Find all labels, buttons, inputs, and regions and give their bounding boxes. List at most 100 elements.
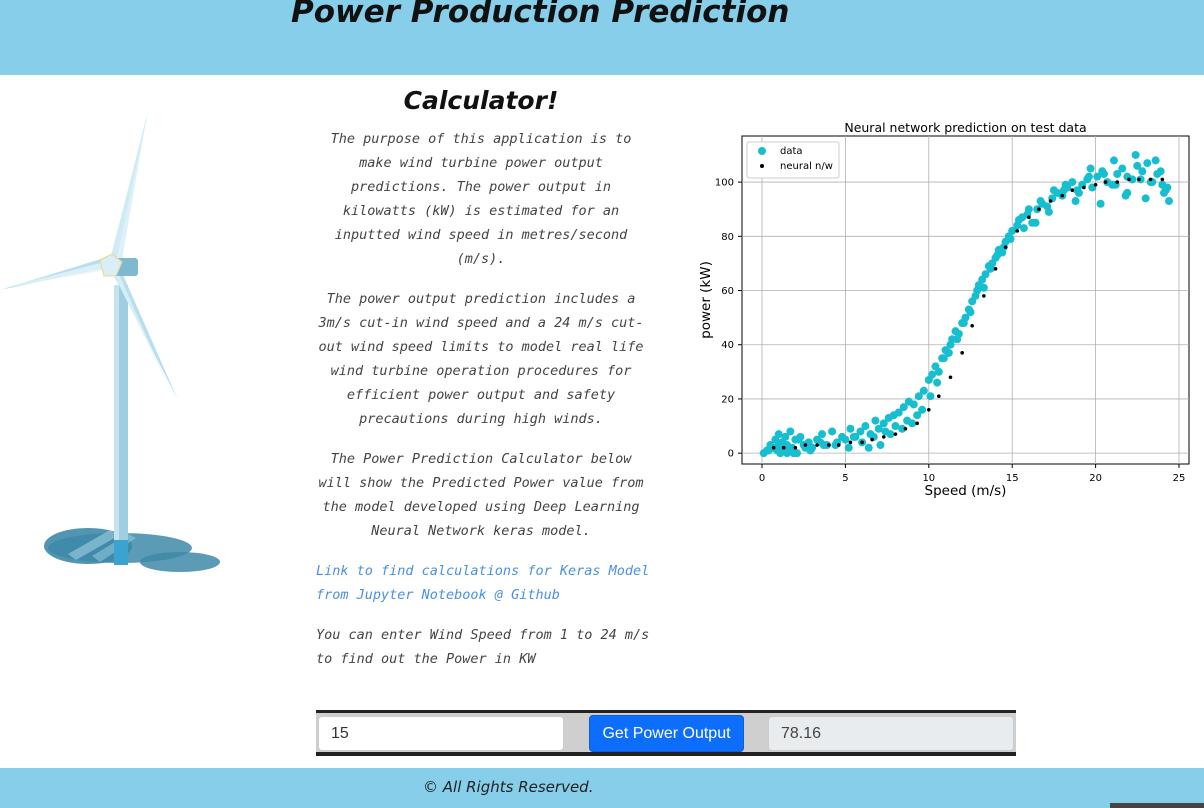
calculator-description-paragraph: The Power Prediction Calculator below wi… <box>318 451 644 539</box>
data-point <box>909 400 918 409</box>
prediction-point <box>1103 180 1108 184</box>
window-corner-edge <box>1110 803 1204 808</box>
data-point <box>864 443 873 452</box>
prediction-point <box>1037 207 1041 211</box>
data-point <box>1006 235 1015 244</box>
calculator-bar: Get Power Output <box>316 710 1016 756</box>
data-point <box>926 392 935 401</box>
data-point <box>1074 188 1083 197</box>
page-title: Power Production Prediction <box>291 0 790 30</box>
data-point <box>1143 159 1152 168</box>
data-point <box>818 430 827 439</box>
data-point <box>1156 167 1165 176</box>
data-point <box>1123 188 1132 197</box>
chart-x-tick-label: 25 <box>1173 473 1186 484</box>
data-point <box>1024 205 1033 214</box>
data-point <box>919 386 928 395</box>
data-point <box>973 286 982 295</box>
data-point <box>914 392 923 401</box>
prediction-point <box>915 421 919 426</box>
prediction-point <box>903 426 908 431</box>
data-point <box>831 441 840 450</box>
header-bar: Power Production Prediction <box>0 0 1204 75</box>
chart-x-tick-label: 15 <box>1006 473 1019 484</box>
data-point <box>849 432 858 441</box>
data-point <box>966 308 975 317</box>
prediction-point <box>1027 215 1031 220</box>
prediction-point <box>1137 177 1141 182</box>
data-point <box>1049 186 1058 195</box>
prediction-point <box>870 437 874 442</box>
data-point <box>781 432 790 441</box>
data-point <box>841 435 850 444</box>
prediction-point <box>781 445 786 450</box>
data-point <box>1164 197 1173 206</box>
data-point <box>986 264 995 273</box>
chart-plot-area <box>741 135 1190 465</box>
data-point <box>993 251 1002 260</box>
data-point <box>828 427 837 436</box>
data-point <box>844 443 853 452</box>
data-point <box>774 430 783 439</box>
prediction-point <box>1003 245 1008 249</box>
chart-ticks: 0 5 10 15 20 25 0 20 40 60 80 100 <box>715 178 1185 484</box>
chart-y-tick-label: 80 <box>721 232 734 243</box>
legend-label-neural: neural n/w <box>780 161 833 172</box>
data-point <box>944 348 953 357</box>
data-point <box>953 335 962 344</box>
chart-x-tick-label: 20 <box>1089 473 1102 484</box>
data-point <box>1096 199 1105 208</box>
data-point <box>981 270 990 279</box>
chart-x-tick-label: 0 <box>759 473 765 484</box>
data-point <box>874 424 883 433</box>
prediction-point <box>836 443 841 447</box>
data-point <box>1044 207 1053 216</box>
prediction-point <box>982 294 986 298</box>
data-point <box>899 403 908 412</box>
data-point <box>1093 172 1102 181</box>
prediction-point <box>1093 182 1098 187</box>
data-point <box>1138 167 1147 176</box>
data-point <box>1031 218 1040 227</box>
data-point <box>1084 172 1093 181</box>
chart-y-tick-label: 60 <box>721 286 734 297</box>
data-point <box>879 419 888 428</box>
data-point <box>1151 156 1160 165</box>
data-point <box>786 427 795 436</box>
data-point <box>789 449 798 458</box>
prediction-point <box>1115 180 1120 184</box>
data-point <box>1059 186 1068 195</box>
chart-legend: data neural n/w <box>746 141 840 179</box>
data-point <box>934 367 943 376</box>
data-point <box>1159 188 1168 197</box>
chart-y-tick-label: 40 <box>721 340 734 351</box>
github-notebook-link[interactable]: Link to find calculations for Keras Mode… <box>316 563 650 603</box>
data-point <box>908 419 917 428</box>
footer-bar: © All Rights Reserved. <box>0 768 1204 808</box>
prediction-point <box>1127 177 1131 182</box>
wind-speed-range-note: You can enter Wind Speed from 1 to 24 m/… <box>316 627 650 667</box>
chart-title: Neural network prediction on test data <box>844 120 1086 135</box>
data-point <box>898 424 907 433</box>
purpose-paragraph: The purpose of this application is to ma… <box>330 131 632 267</box>
wind-speed-input[interactable] <box>318 716 564 751</box>
prediction-point <box>1015 229 1020 233</box>
prediction-point <box>881 435 886 439</box>
prediction-point <box>1070 188 1075 193</box>
get-power-output-button[interactable]: Get Power Output <box>589 715 744 752</box>
data-point <box>913 411 922 420</box>
prediction-point <box>771 445 776 450</box>
data-point <box>1113 169 1122 178</box>
prediction-point <box>803 443 808 447</box>
power-output-field <box>768 716 1014 751</box>
data-point <box>1141 194 1150 203</box>
data-point <box>871 416 880 425</box>
data-point <box>894 408 903 417</box>
chart-x-axis-label: Speed (m/s) <box>925 483 1007 499</box>
prediction-point <box>815 443 819 447</box>
data-point <box>1068 178 1077 187</box>
chart-y-tick-label: 0 <box>728 449 734 460</box>
data-point <box>1086 164 1095 173</box>
data-point <box>1131 150 1140 159</box>
data-point <box>1133 161 1142 170</box>
